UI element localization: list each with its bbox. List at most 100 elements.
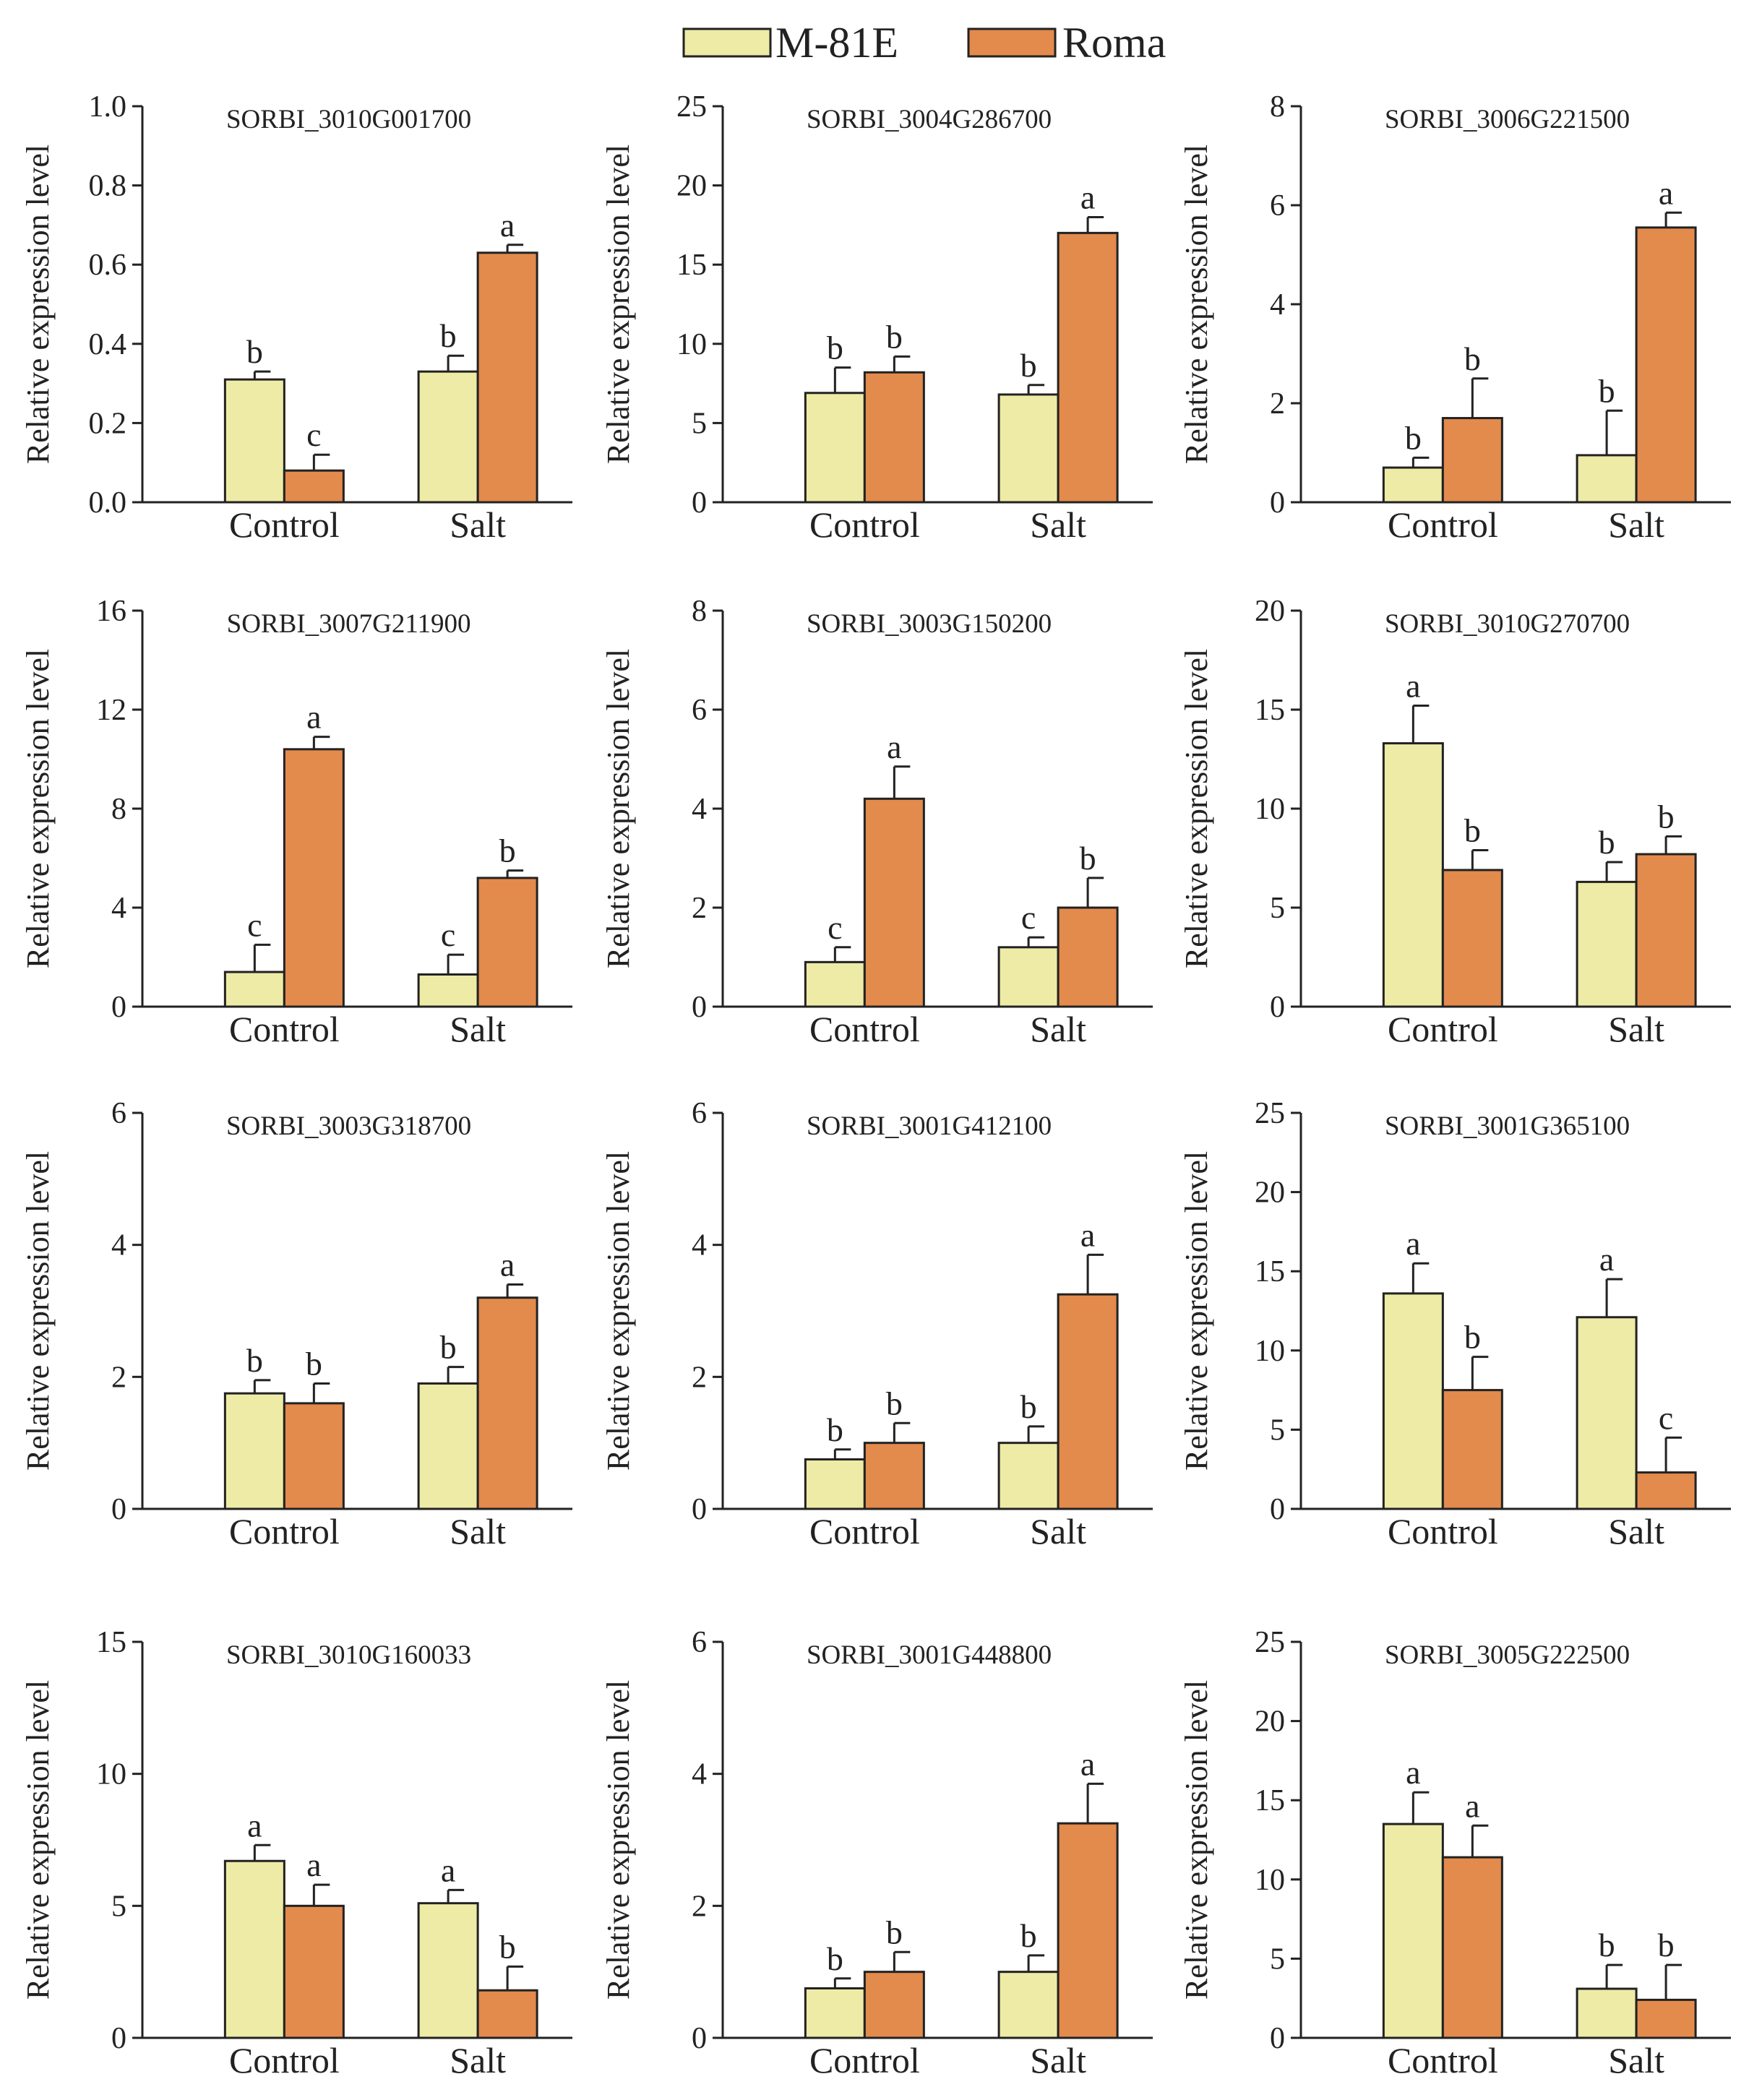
y-tick-label: 1.0 xyxy=(89,90,127,124)
chart-title: SORBI_3005G222500 xyxy=(1385,1640,1630,1670)
chart-title: SORBI_3001G448800 xyxy=(807,1640,1052,1670)
category-label: Control xyxy=(229,1511,340,1552)
significance-letter: b xyxy=(499,832,516,869)
bar xyxy=(1057,1822,1119,2039)
y-tick-label: 10 xyxy=(1255,1335,1285,1368)
legend-label-roma: Roma xyxy=(1062,19,1166,66)
significance-letter: c xyxy=(1021,899,1036,936)
y-tick-label: 0 xyxy=(111,1493,126,1526)
bar xyxy=(1635,226,1697,504)
bar xyxy=(1576,454,1638,504)
y-axis-title: Relative expression level xyxy=(1179,1680,1214,2000)
bar xyxy=(1441,1389,1503,1510)
significance-letter: b xyxy=(886,1385,903,1421)
y-tick-label: 0.2 xyxy=(89,407,127,440)
significance-letter: a xyxy=(1080,1216,1095,1253)
y-tick-label: 8 xyxy=(692,595,707,628)
significance-letter: c xyxy=(306,416,321,453)
category-label: Salt xyxy=(1608,1511,1664,1552)
y-axis-title: Relative expression level xyxy=(20,1151,56,1471)
y-tick-label: 12 xyxy=(96,694,126,727)
y-tick-label: 2 xyxy=(692,1361,707,1394)
significance-letter: c xyxy=(247,906,262,943)
significance-letter: a xyxy=(306,1846,321,1883)
bar xyxy=(997,946,1060,1008)
bar xyxy=(804,392,866,504)
y-tick-label: 6 xyxy=(1270,189,1285,223)
bar xyxy=(1576,880,1638,1008)
legend-swatch-m81e xyxy=(682,27,772,58)
y-tick-label: 5 xyxy=(1270,892,1285,925)
y-tick-label: 6 xyxy=(692,1626,707,1659)
significance-letter: a xyxy=(1465,1787,1479,1824)
significance-letter: a xyxy=(306,699,321,736)
chart-panel-3: b b Control b a Salt 0 2 4 6 8 Relative expression … xyxy=(1179,90,1731,545)
panels: b c Control b a Salt 0.0 0.2 0.4 0.6 0.8 1.0 Relativ… xyxy=(20,90,1731,2080)
y-tick-label: 0 xyxy=(692,2022,707,2055)
y-tick-label: 0 xyxy=(692,486,707,520)
bar xyxy=(1057,231,1119,504)
bar xyxy=(417,370,479,504)
y-tick-label: 0 xyxy=(1270,486,1285,520)
chart-panel-4: c a Control c b Salt 0 4 8 12 16 Relative expressio… xyxy=(20,595,572,1049)
bar xyxy=(223,1859,285,2039)
y-tick-label: 15 xyxy=(676,249,707,282)
category-label: Control xyxy=(1388,1511,1498,1552)
bar xyxy=(997,393,1060,504)
bar xyxy=(804,960,866,1008)
y-tick-label: 16 xyxy=(96,595,126,628)
y-axis-title: Relative expression level xyxy=(601,1151,636,1471)
category-label: Salt xyxy=(1030,1511,1086,1552)
category-label: Salt xyxy=(450,1511,506,1552)
bar xyxy=(1382,466,1444,504)
y-axis-title: Relative expression level xyxy=(601,1680,636,2000)
chart-panel-12: a a Control b b Salt 0 5 10 15 20 25 Relative expres… xyxy=(1179,1626,1731,2080)
bar xyxy=(417,1382,479,1510)
significance-letter: b xyxy=(440,1329,457,1366)
bar xyxy=(1635,1471,1697,1510)
y-tick-label: 4 xyxy=(1270,288,1285,322)
category-label: Salt xyxy=(1030,1009,1086,1049)
category-label: Control xyxy=(1388,2040,1498,2080)
category-label: Salt xyxy=(1608,1009,1664,1049)
y-tick-label: 0 xyxy=(111,991,126,1024)
y-tick-label: 25 xyxy=(1255,1097,1285,1130)
y-tick-label: 8 xyxy=(111,793,126,826)
y-tick-label: 15 xyxy=(1255,1784,1285,1817)
bar xyxy=(863,1971,925,2039)
bar xyxy=(417,973,479,1008)
significance-letter: a xyxy=(1406,1225,1420,1262)
significance-letter: b xyxy=(1464,340,1481,377)
significance-letter: b xyxy=(827,1411,843,1448)
y-tick-label: 20 xyxy=(1255,1705,1285,1739)
bar xyxy=(283,748,345,1008)
bar xyxy=(283,469,345,504)
significance-letter: c xyxy=(828,909,842,946)
y-axis-title: Relative expression level xyxy=(1179,649,1214,968)
bar xyxy=(1635,853,1697,1008)
y-axis-title: Relative expression level xyxy=(1179,145,1214,464)
y-tick-label: 10 xyxy=(1255,1864,1285,1897)
bar xyxy=(863,797,925,1008)
significance-letter: a xyxy=(247,1807,262,1843)
category-label: Salt xyxy=(1608,2040,1664,2080)
chart-title: SORBI_3004G286700 xyxy=(807,105,1052,134)
y-tick-label: 2 xyxy=(1270,387,1285,421)
y-tick-label: 10 xyxy=(676,328,707,361)
bar xyxy=(476,877,538,1008)
significance-letter: c xyxy=(1659,1399,1673,1436)
y-tick-label: 5 xyxy=(692,407,707,440)
significance-letter: b xyxy=(1599,372,1615,409)
category-label: Salt xyxy=(450,504,506,545)
y-tick-label: 10 xyxy=(96,1758,126,1791)
bar xyxy=(223,971,285,1008)
legend-label-m81e: M-81E xyxy=(775,19,898,66)
category-label: Salt xyxy=(450,2040,506,2080)
category-label: Control xyxy=(809,2040,920,2080)
significance-letter: b xyxy=(1020,347,1037,384)
y-tick-label: 0 xyxy=(1270,1493,1285,1526)
significance-letter: a xyxy=(441,1851,455,1888)
chart-panel-9: a b Control a c Salt 0 5 10 15 20 25 Relative expres… xyxy=(1179,1097,1731,1552)
bar xyxy=(1576,1316,1638,1510)
bar xyxy=(283,1904,345,2039)
